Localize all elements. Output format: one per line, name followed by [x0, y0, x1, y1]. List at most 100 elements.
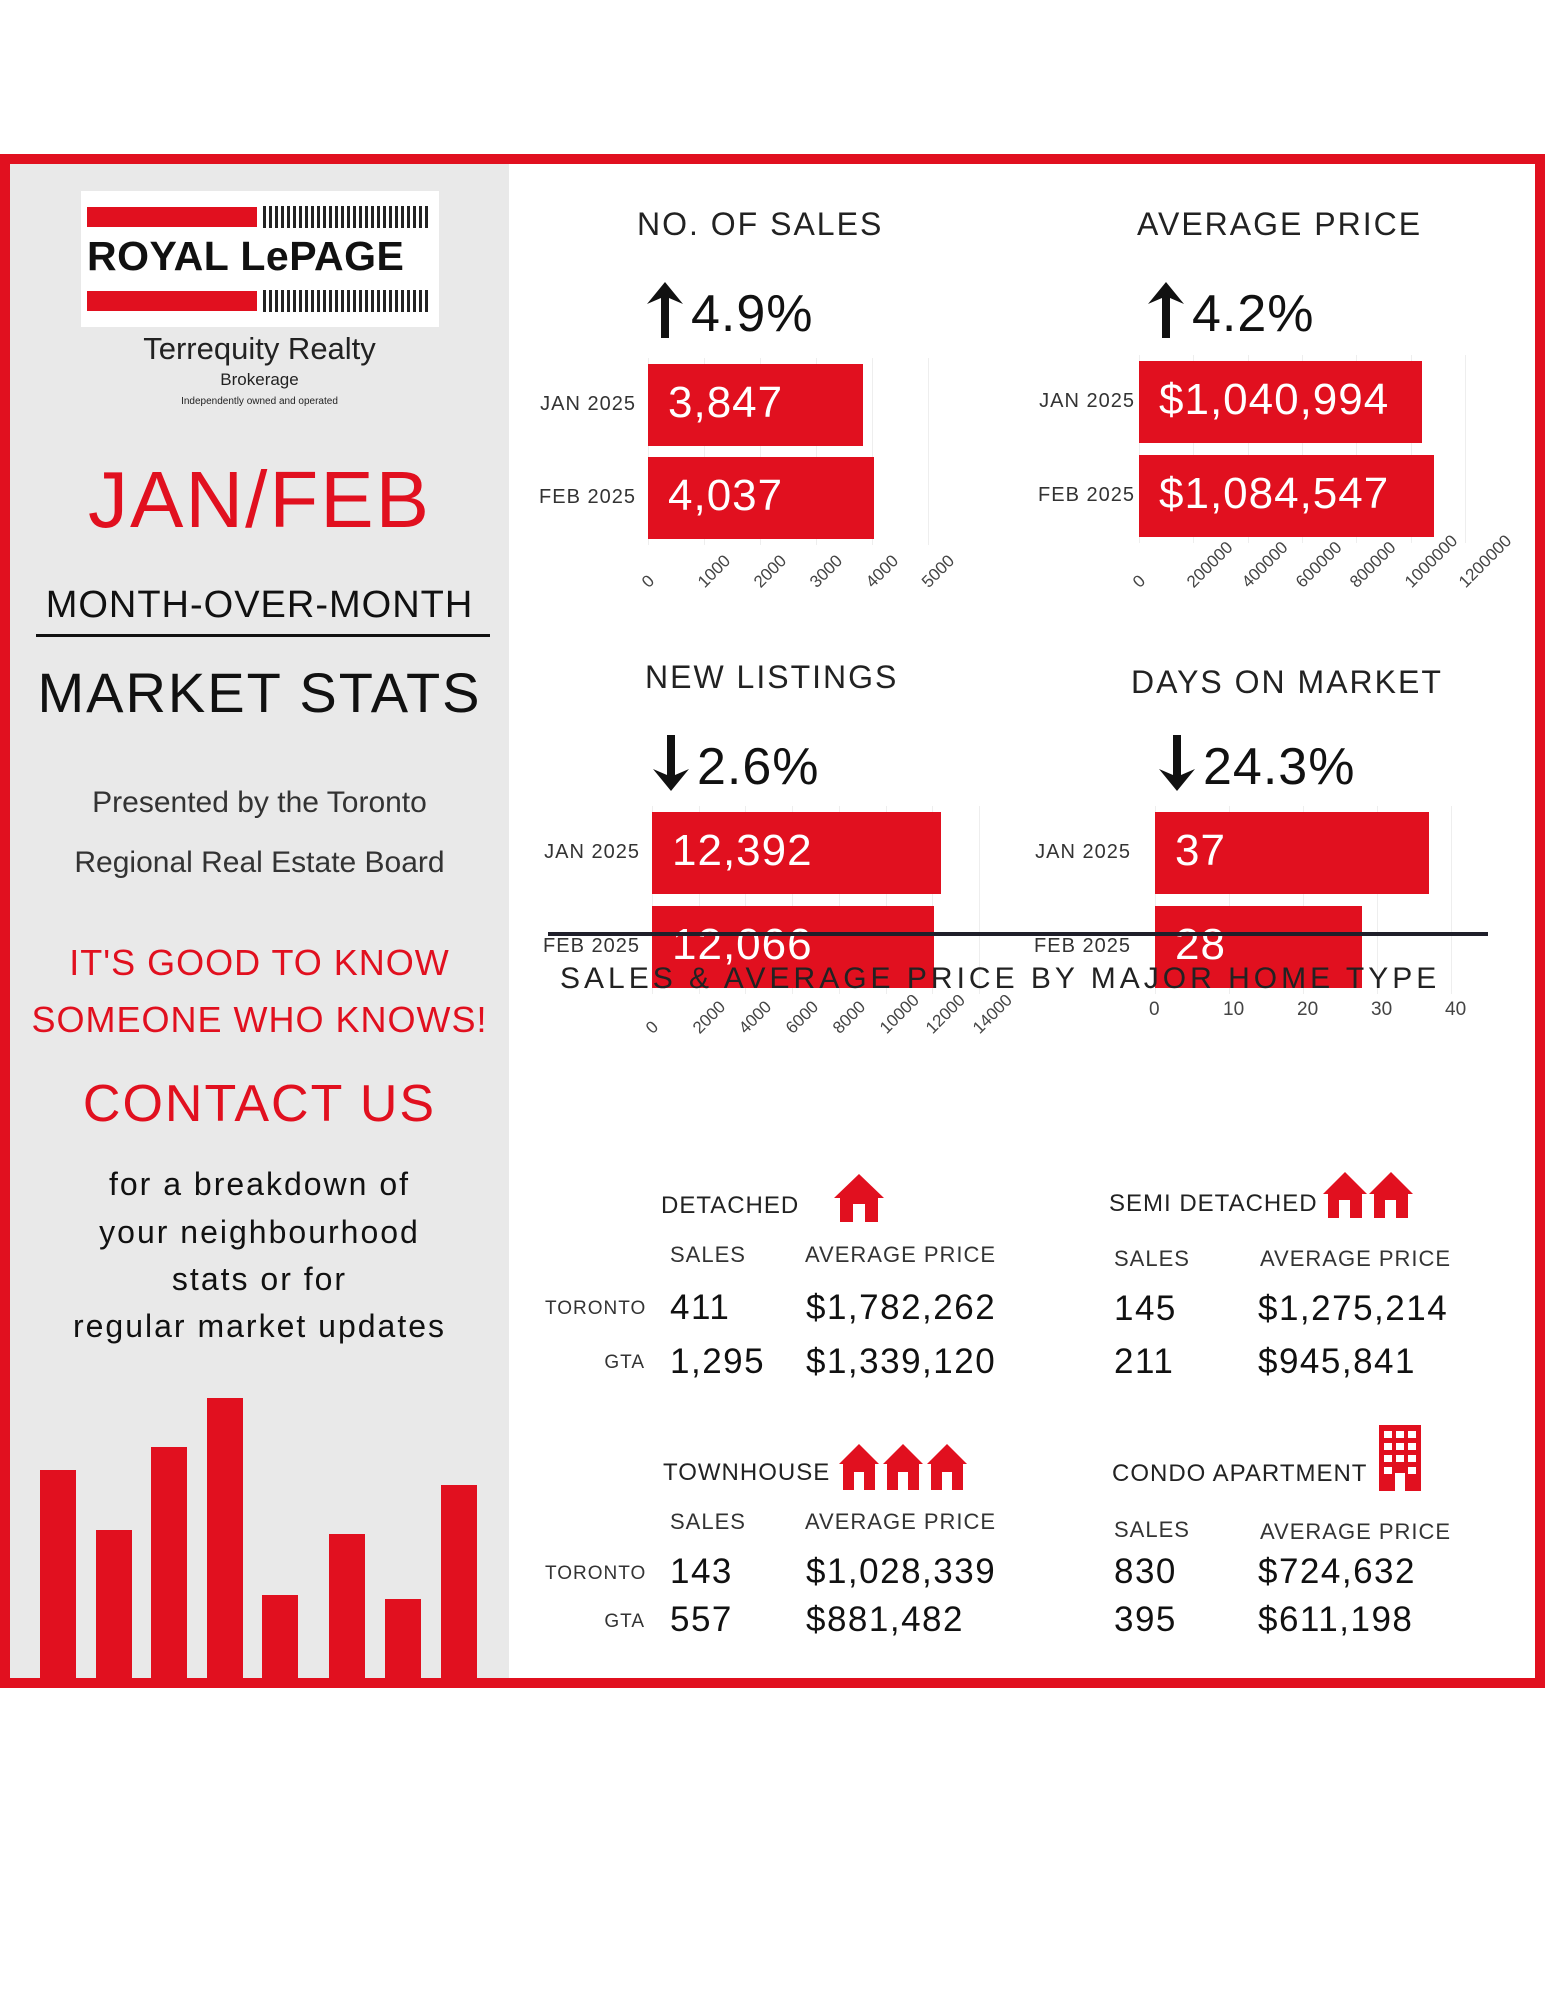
condo-toronto-price: $724,632 — [1258, 1552, 1416, 1591]
condo-gta-sales: 395 — [1114, 1600, 1177, 1639]
decor-bar — [385, 1599, 421, 1678]
new-listings-bar-label: 12,066 — [672, 920, 813, 969]
detached-gta-sales: 1,295 — [670, 1342, 766, 1381]
slogan-line-2: SOMEONE WHO KNOWS! — [31, 999, 488, 1040]
townhouse-toronto-sales: 143 — [670, 1552, 733, 1591]
townhouse-icon — [839, 1444, 967, 1490]
days-on-market-bar-label: 28 — [1175, 920, 1226, 969]
new-listings-change: 2.6% — [697, 738, 820, 796]
gridline — [1247, 355, 1249, 543]
new-listings-bar-label: 12,392 — [672, 826, 813, 875]
gridline — [704, 358, 705, 545]
condo-gta-price: $611,198 — [1258, 1600, 1414, 1639]
gridline — [648, 358, 649, 545]
townhouse-gta-sales: 557 — [670, 1600, 733, 1639]
gridline — [1229, 806, 1230, 994]
detached-toronto-sales: 411 — [670, 1288, 731, 1327]
condo-price-header: AVERAGE PRICE — [1260, 1519, 1452, 1544]
axis-tick-label: 20 — [1297, 999, 1319, 1020]
no-of-sales-title: NO. OF SALES — [637, 206, 884, 242]
average-price-bar — [1139, 455, 1434, 537]
category-label: JAN 2025 — [1035, 841, 1131, 863]
row-label-gta: GTA — [604, 1611, 645, 1632]
detached-label: DETACHED — [661, 1192, 800, 1219]
axis-tick-label: 2000 — [750, 551, 791, 592]
townhouse-gta-price: $881,482 — [806, 1600, 964, 1639]
company-name: Terrequity Realty — [143, 331, 376, 366]
gridline — [1451, 806, 1452, 994]
average-price-bar-label: $1,040,994 — [1159, 375, 1390, 424]
gridline — [928, 358, 929, 545]
decor-bar — [329, 1534, 365, 1678]
townhouse-label: TOWNHOUSE — [663, 1459, 831, 1486]
days-on-market-bar — [1155, 906, 1363, 988]
category-label: FEB 2025 — [543, 935, 640, 957]
average-price-title: AVERAGE PRICE — [1137, 206, 1423, 242]
axis-tick-label: 5000 — [918, 551, 959, 592]
decor-bar — [96, 1530, 132, 1678]
gridline — [932, 806, 934, 994]
row-label-gta: GTA — [604, 1352, 645, 1373]
gridline — [745, 806, 747, 994]
axis-tick-label: 10000 — [875, 990, 923, 1038]
left-panel: ROYAL LePAGE Terrequity Realty Brokerage… — [10, 164, 509, 1678]
axis-tick-label: 0 — [642, 1017, 663, 1038]
arrow-down-icon — [1159, 735, 1195, 791]
semi-price-header: AVERAGE PRICE — [1260, 1246, 1452, 1271]
section-divider — [548, 932, 1488, 936]
axis-tick-label: 600000 — [1292, 537, 1346, 592]
gridline — [816, 358, 817, 545]
arrow-down-icon — [653, 735, 689, 791]
semi-sales-header: SALES — [1114, 1246, 1190, 1271]
arrow-up-icon — [1148, 282, 1184, 338]
axis-tick-label: 0 — [1149, 999, 1160, 1020]
royal-lepage-logo: ROYAL LePAGE — [81, 191, 439, 327]
gridline — [698, 806, 700, 994]
new-listings-bar — [652, 812, 942, 894]
house-icon — [834, 1174, 884, 1222]
days-on-market-title: DAYS ON MARKET — [1131, 664, 1443, 700]
decor-bar — [40, 1470, 76, 1678]
gridline — [1303, 806, 1304, 994]
no-of-sales-bar-label: 4,037 — [668, 471, 784, 520]
category-label: JAN 2025 — [540, 393, 636, 415]
axis-tick-label: 40 — [1445, 999, 1467, 1020]
category-label: JAN 2025 — [1039, 390, 1135, 412]
detached-sales-header: SALES — [670, 1242, 746, 1267]
axis-tick-label: 6000 — [782, 997, 823, 1038]
average-price-bar-label: $1,084,547 — [1159, 469, 1390, 518]
axis-tick-label: 800000 — [1346, 537, 1400, 592]
decor-bar — [151, 1447, 187, 1678]
no-of-sales-bar-label: 3,847 — [668, 378, 784, 427]
gridline — [1193, 355, 1195, 543]
gridline — [652, 806, 653, 994]
semi-detached-icon — [1323, 1172, 1413, 1218]
company-tagline: Independently owned and operated — [181, 396, 338, 407]
no-of-sales-bar — [648, 364, 864, 446]
decor-bar — [441, 1485, 477, 1678]
detached-toronto-price: $1,782,262 — [806, 1288, 997, 1327]
gridline — [1155, 806, 1156, 994]
row-label-toronto: TORONTO — [545, 1298, 647, 1319]
axis-tick-label: 4000 — [735, 997, 776, 1038]
company-type: Brokerage — [220, 370, 299, 389]
gridline — [792, 806, 794, 994]
stats-panel: NO. OF SALES 4.9% JAN 2025 3,847 FEB 2025 4,0… — [509, 164, 1535, 1678]
gridline — [1465, 355, 1466, 543]
cta-line-1: for a breakdown of — [108, 1166, 411, 1202]
gridline — [1377, 806, 1378, 994]
semi-gta-price: $945,841 — [1258, 1342, 1416, 1381]
no-of-sales-change: 4.9% — [691, 285, 814, 343]
axis-tick-label: 200000 — [1183, 537, 1237, 592]
decor-bar — [262, 1595, 298, 1678]
axis-tick-label: 14000 — [969, 990, 1016, 1038]
gridline — [1356, 355, 1358, 543]
no-of-sales-bar — [648, 457, 875, 539]
axis-tick-label: 400000 — [1237, 537, 1292, 592]
axis-tick-label: 0 — [1129, 571, 1150, 592]
gridline — [979, 806, 980, 994]
axis-tick-label: 4000 — [862, 551, 903, 592]
townhouse-sales-header: SALES — [670, 1509, 746, 1534]
days-on-market-change: 24.3% — [1203, 738, 1356, 796]
category-label: FEB 2025 — [1038, 484, 1135, 506]
